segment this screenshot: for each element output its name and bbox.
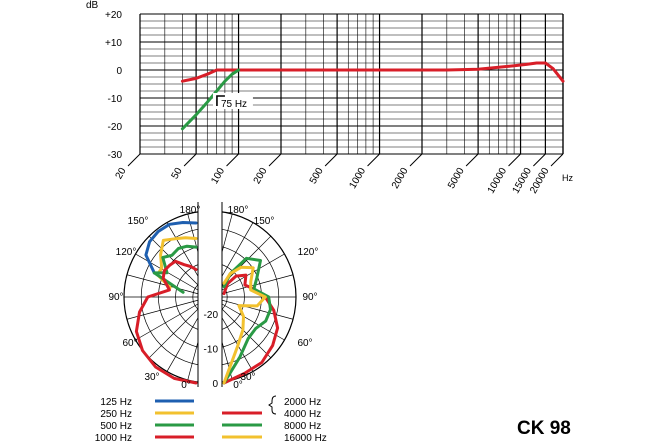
y-tick-label: -10: [108, 94, 123, 105]
response-curve-1: [180, 61, 565, 83]
legend-label: 4000 Hz: [284, 409, 321, 420]
x-tick-label: 10000: [486, 166, 510, 196]
polar-curve-left-4: [134, 259, 198, 385]
polar-pattern-grid: [123, 202, 297, 387]
legend-label: 8000 Hz: [284, 421, 321, 432]
polar-pattern-curves: [134, 221, 280, 385]
polar-curve-right-2: [222, 256, 272, 385]
frequency-response-curves: [180, 61, 565, 131]
legend-label: 2000 Hz: [284, 397, 321, 408]
x-tick-label: 1000: [348, 166, 369, 191]
angle-label: 90°: [302, 292, 317, 303]
x-axis-label: Hz: [562, 173, 573, 183]
angle-label: 0°: [233, 380, 243, 391]
x-tick-label: 20000: [528, 166, 552, 196]
angle-label: 30°: [144, 372, 159, 383]
angle-label: 30°: [240, 372, 255, 383]
polar-curve-left-3: [152, 244, 198, 294]
radial-label: -10: [204, 345, 219, 356]
polar-spoke: [209, 296, 294, 320]
x-tick: [409, 153, 423, 167]
y-tick-label: 0: [116, 66, 122, 77]
x-tick: [324, 153, 338, 167]
legend-label: 125 Hz: [100, 397, 132, 408]
x-tick: [533, 153, 546, 167]
radial-label: 0: [212, 379, 218, 390]
x-tick: [127, 153, 141, 167]
x-tick: [508, 153, 521, 167]
angle-label: 120°: [298, 247, 319, 258]
y-tick-label: +10: [105, 38, 122, 49]
x-tick: [465, 153, 479, 167]
angle-label: 150°: [128, 216, 149, 227]
annotation-box: [212, 93, 253, 109]
angle-label: 150°: [254, 216, 275, 227]
x-tick-label: 20: [114, 166, 129, 182]
x-tick-label: 500: [308, 166, 326, 186]
annotation-label: 75 Hz: [221, 99, 247, 110]
x-tick: [268, 153, 282, 167]
polar-center-gap: [198, 202, 222, 387]
x-tick: [550, 153, 564, 167]
polar-curve-right-3: [222, 265, 267, 385]
angle-label: 60°: [122, 338, 137, 349]
angle-label: 180°: [228, 205, 249, 216]
y-axis-label: dB: [86, 0, 99, 11]
angle-label: 120°: [116, 247, 137, 258]
angle-label: 60°: [297, 338, 312, 349]
y-tick-label: -30: [108, 150, 123, 161]
legend-label: 250 Hz: [100, 409, 132, 420]
legend-label: 16000 Hz: [284, 433, 327, 444]
x-tick-label: 5000: [446, 166, 467, 191]
x-tick: [367, 153, 380, 167]
polar-spoke: [126, 296, 211, 320]
x-tick: [226, 153, 239, 167]
legend-label: 500 Hz: [100, 421, 132, 432]
frequency-response-grid: [127, 13, 564, 167]
y-tick-label: -20: [108, 122, 123, 133]
radial-label: -20: [204, 310, 219, 321]
x-tick-label: 100: [209, 166, 227, 186]
x-tick-label: 50: [170, 166, 185, 182]
polar-curve-left-1: [144, 221, 198, 275]
y-tick-label: +20: [105, 10, 122, 21]
legend-label: 1000 Hz: [95, 433, 132, 444]
legend-brace: [268, 395, 277, 415]
x-tick: [183, 153, 197, 167]
x-tick-label: 2000: [390, 166, 411, 191]
angle-label: 180°: [180, 205, 201, 216]
angle-label: 90°: [108, 292, 123, 303]
model-name: CK 98: [517, 418, 571, 439]
polar-pattern-labels: 0°30° 30°60° 60°90° 90°120° 120°150° 150°180°…: [108, 205, 318, 391]
response-curve-2: [180, 68, 241, 131]
angle-label: 0°: [181, 380, 191, 391]
highpass-symbol: [216, 95, 225, 106]
x-tick-label: 200: [252, 166, 270, 186]
